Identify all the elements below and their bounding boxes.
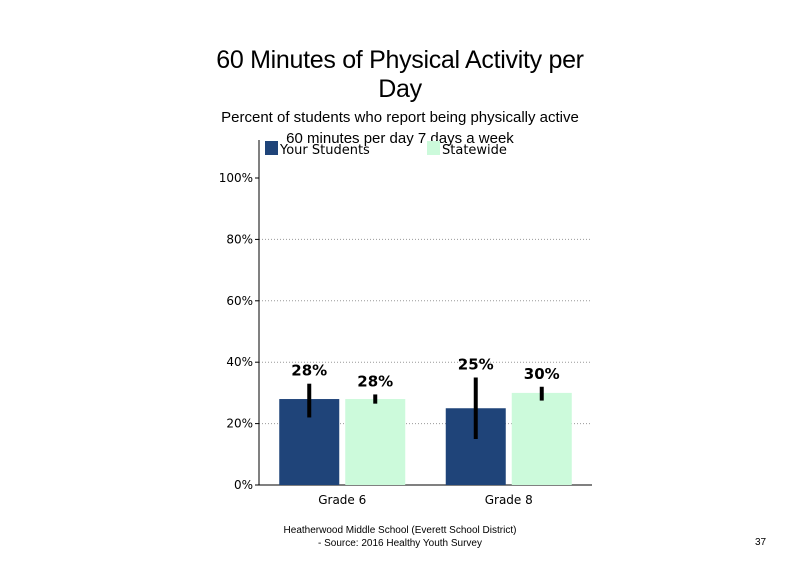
y-tick-label: 20% — [226, 417, 253, 431]
bar — [511, 392, 572, 485]
data-label: 28% — [357, 372, 393, 390]
chart-subtitle-line2: 60 minutes per day 7 days a week — [286, 130, 514, 147]
y-tick-label: 100% — [219, 171, 253, 185]
legend-swatch — [427, 141, 440, 155]
x-category-label: Grade 8 — [485, 493, 533, 507]
chart-title: 60 Minutes of Physical Activity per Day — [150, 46, 650, 104]
legend-label: Your Students — [279, 143, 370, 158]
legend-swatch — [265, 141, 278, 155]
chart-title-line1: 60 Minutes of Physical Activity per — [216, 46, 584, 74]
y-tick-label: 80% — [226, 232, 253, 246]
y-tick-label: 0% — [234, 478, 253, 492]
chart-subtitle-line1: Percent of students who report being phy… — [221, 109, 579, 126]
bar — [345, 399, 406, 485]
legend-label: Statewide — [442, 143, 507, 158]
chart-title-line2: Day — [378, 75, 422, 103]
footer-line2: - Source: 2016 Healthy Youth Survey — [318, 538, 482, 549]
footer-line1: Heatherwood Middle School (Everett Schoo… — [283, 525, 517, 536]
data-label: 25% — [458, 356, 494, 374]
data-label: 30% — [524, 365, 560, 383]
chart-subtitle: Percent of students who report being phy… — [150, 107, 650, 149]
y-tick-label: 40% — [226, 355, 253, 369]
data-label: 28% — [291, 362, 327, 380]
x-category-label: Grade 6 — [318, 493, 366, 507]
y-tick-label: 60% — [226, 294, 253, 308]
source-footer: Heatherwood Middle School (Everett Schoo… — [200, 524, 600, 550]
page-number: 37 — [755, 537, 767, 548]
